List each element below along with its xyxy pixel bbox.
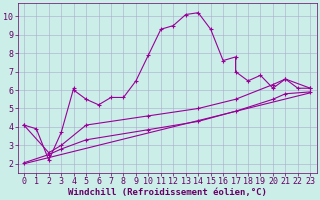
X-axis label: Windchill (Refroidissement éolien,°C): Windchill (Refroidissement éolien,°C) <box>68 188 267 197</box>
